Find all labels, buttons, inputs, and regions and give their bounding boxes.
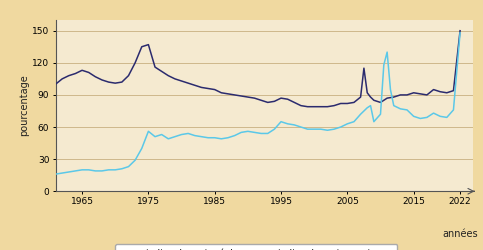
Text: années: années: [442, 229, 478, 239]
Y-axis label: pourcentage: pourcentage: [19, 75, 29, 136]
Legend: indice des prix réels, indice des prix nominaux: indice des prix réels, indice des prix n…: [115, 244, 398, 250]
